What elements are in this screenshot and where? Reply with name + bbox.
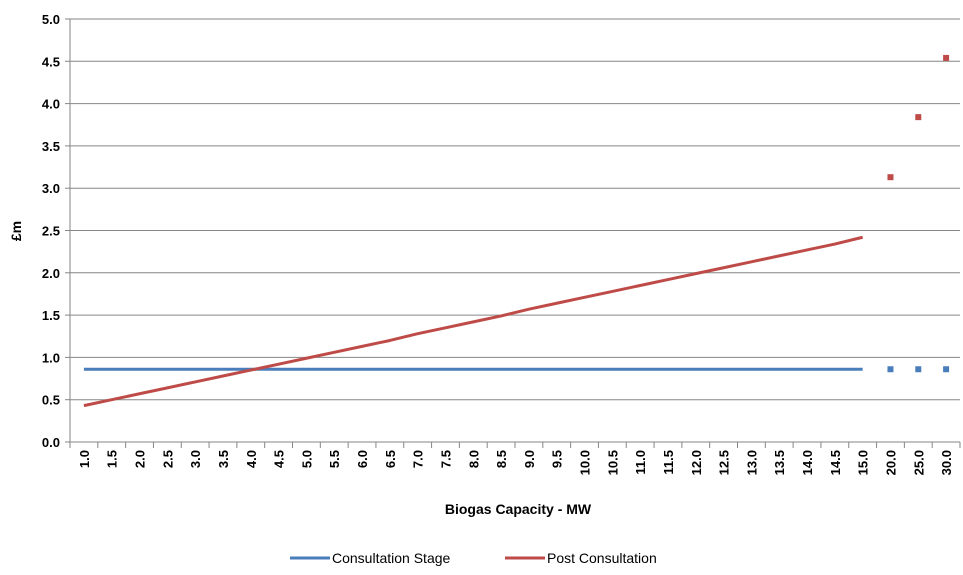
x-tick-label: 7.5 [438,450,453,468]
gridlines [70,18,960,443]
y-tick-label: 2.0 [42,266,60,281]
data-point-consultation-stage [887,366,894,373]
x-tick-label: 2.0 [133,450,148,468]
x-tick-label: 8.5 [494,450,509,468]
x-tick-label: 14.0 [800,450,815,475]
x-tick-label: 30.0 [939,450,954,475]
x-tick-label: 9.5 [550,450,565,468]
y-tick-label: 3.5 [42,139,60,154]
y-tick-label: 1.0 [42,350,60,365]
data-point-post-consultation [887,174,894,181]
x-tick-label: 6.0 [355,450,370,468]
x-tick-label: 3.0 [188,450,203,468]
x-tick-label: 8.0 [466,450,481,468]
x-tick-label: 1.0 [77,450,92,468]
y-tick-label: 1.5 [42,308,60,323]
x-tick-label: 11.5 [661,450,676,475]
x-tick-label: 10.0 [578,450,593,475]
y-tick-label: 3.0 [42,181,60,196]
x-axis-title: Biogas Capacity - MW [445,501,592,517]
series-layer [83,54,950,408]
x-tick-label: 11.0 [633,450,648,475]
axes: 0.0 0.5 1.0 1.5 2.0 2.5 3.0 3.5 4.0 4.5 5.0 1.0 1.5 2… [42,12,961,475]
legend: Consultation Stage Post Consultation [290,550,657,566]
data-point-consultation-stage [915,366,922,373]
y-tick-label: 5.0 [42,12,60,27]
x-tick-label: 5.5 [327,450,342,468]
x-tick-label: 1.5 [105,450,120,468]
x-tick-label: 20.0 [883,450,898,475]
x-tick-label: 7.0 [411,450,426,468]
x-tick-label: 9.0 [522,450,537,468]
x-tick-label: 2.5 [160,450,175,468]
data-point-post-consultation [915,114,922,121]
data-point-post-consultation [943,54,950,61]
x-tick-label: 12.0 [689,450,704,475]
series-line-post-consultation [83,235,864,408]
x-tick-label: 14.5 [828,450,843,475]
x-tick-label: 4.0 [244,450,259,468]
y-tick-label: 2.5 [42,224,60,239]
y-tick-label: 4.5 [42,54,60,69]
x-tick-label: 4.5 [272,450,287,468]
data-point-consultation-stage [943,366,950,373]
legend-label-consultation-stage: Consultation Stage [332,550,451,566]
x-tick-label: 10.5 [605,450,620,475]
y-tick-label: 0.0 [42,435,60,450]
x-tick-label: 15.0 [856,450,871,475]
x-tick-label: 3.5 [216,450,231,468]
y-tick-label: 0.5 [42,393,60,408]
y-axis-title: £m [8,221,24,241]
x-tick-label: 13.0 [744,450,759,475]
x-tick-label: 6.5 [383,450,398,468]
y-tick-label: 4.0 [42,97,60,112]
x-tick-label: 5.0 [299,450,314,468]
x-tick-label: 25.0 [911,450,926,475]
x-tick-label: 12.5 [717,450,732,475]
x-tick-label: 13.5 [772,450,787,475]
legend-label-post-consultation: Post Consultation [547,550,657,566]
